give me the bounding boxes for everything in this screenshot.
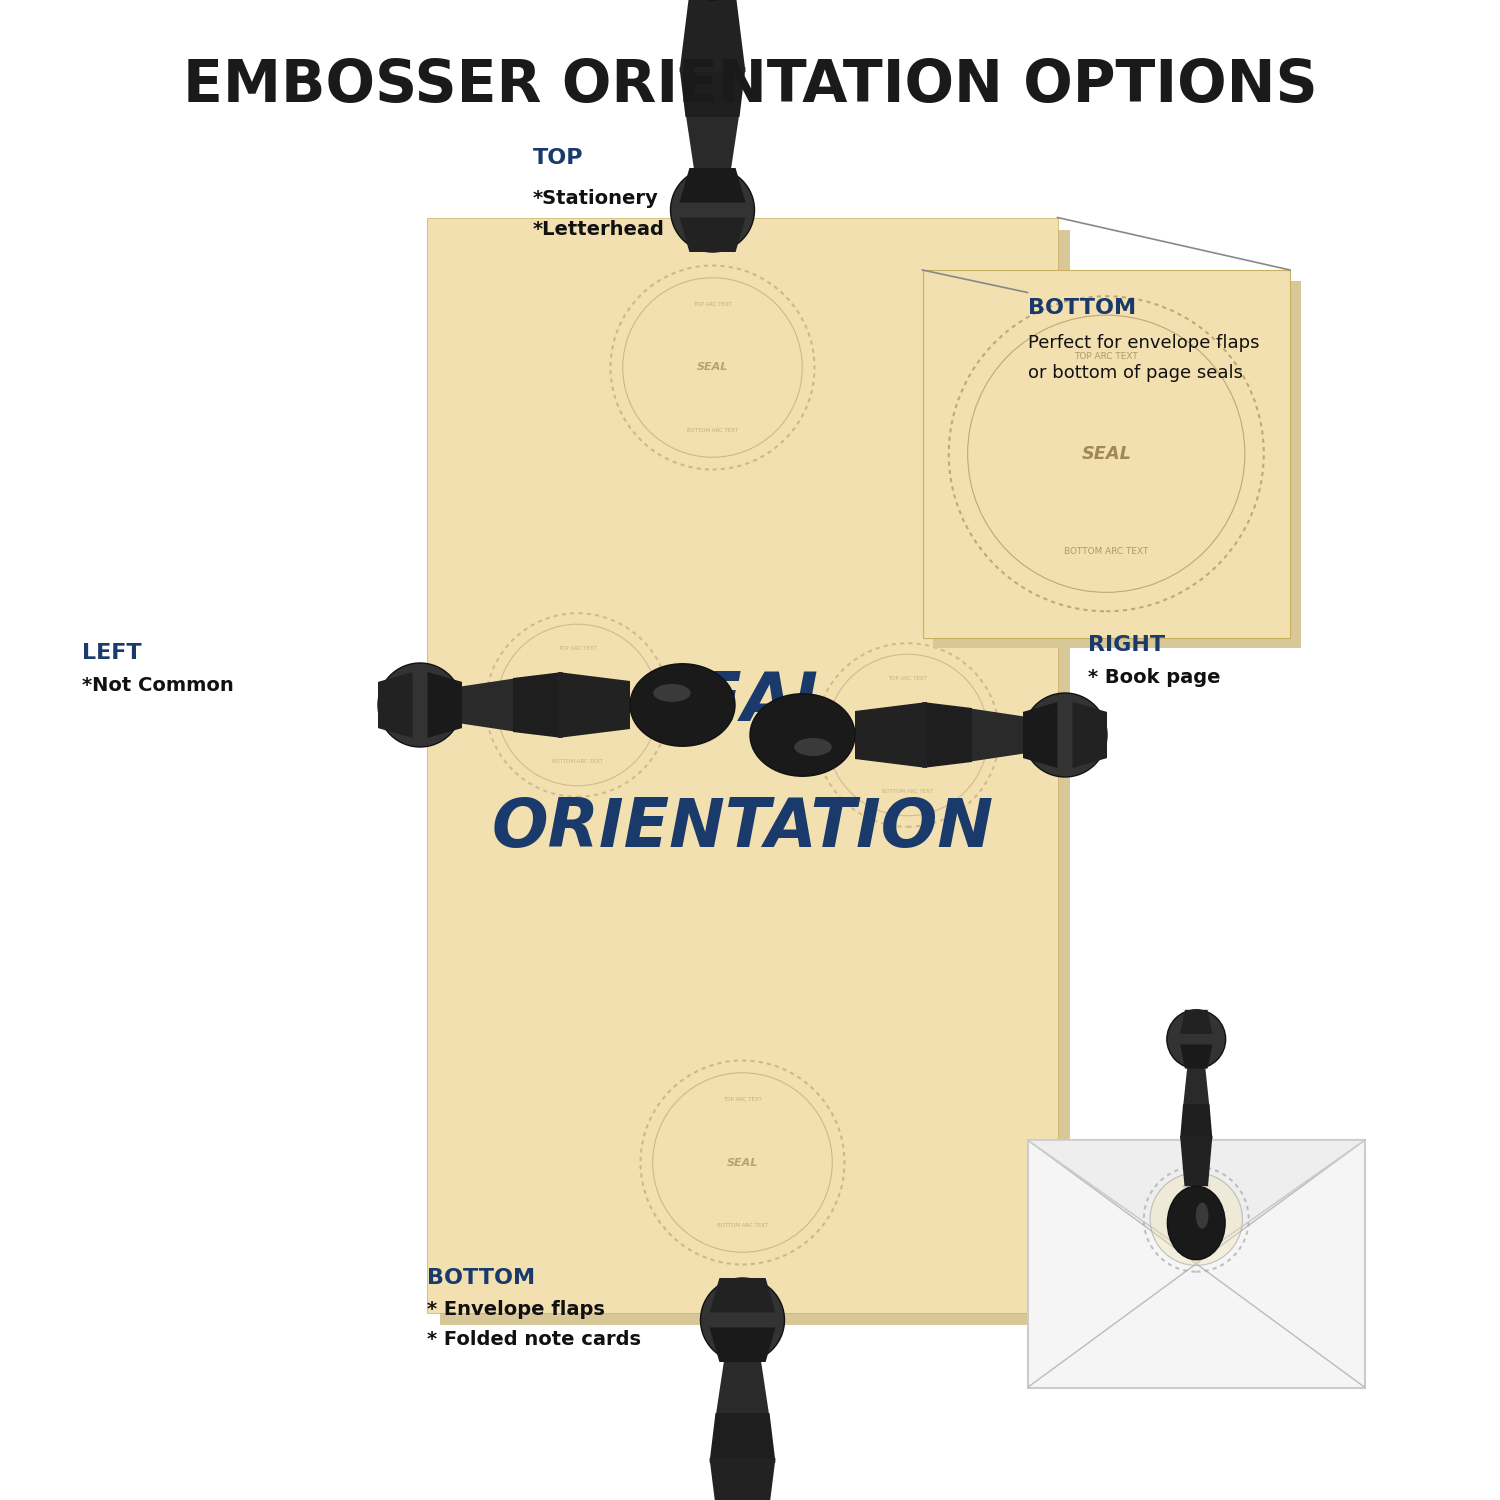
Text: BOTTOM ARC TEXT: BOTTOM ARC TEXT (882, 789, 933, 795)
Polygon shape (710, 1278, 776, 1312)
Text: BOTTOM: BOTTOM (1028, 297, 1136, 318)
Polygon shape (1180, 1136, 1212, 1186)
Text: SEAL: SEAL (728, 1158, 758, 1167)
Text: *Letterhead: *Letterhead (532, 220, 664, 238)
Text: BOTTOM ARC TEXT: BOTTOM ARC TEXT (1178, 1250, 1215, 1254)
Circle shape (378, 663, 462, 747)
Text: TOP ARC TEXT: TOP ARC TEXT (1074, 351, 1138, 360)
Text: BOTTOM ARC TEXT: BOTTOM ARC TEXT (687, 427, 738, 433)
Polygon shape (558, 672, 630, 738)
Polygon shape (855, 702, 927, 768)
Ellipse shape (750, 693, 855, 777)
Polygon shape (1023, 702, 1058, 768)
Polygon shape (1184, 1065, 1209, 1107)
Text: TOP ARC TEXT: TOP ARC TEXT (558, 645, 597, 651)
Text: TOP ARC TEXT: TOP ARC TEXT (723, 1096, 762, 1102)
Circle shape (496, 624, 658, 786)
Circle shape (1167, 1010, 1226, 1068)
Polygon shape (686, 112, 740, 172)
Text: *Not Common: *Not Common (82, 676, 234, 694)
Text: BOTTOM: BOTTOM (427, 1268, 536, 1288)
Ellipse shape (652, 684, 690, 702)
Ellipse shape (630, 663, 735, 747)
Bar (427, 217, 1058, 1312)
Text: * Envelope flaps: * Envelope flaps (427, 1300, 606, 1318)
Circle shape (700, 1278, 784, 1362)
Text: TOP ARC TEXT: TOP ARC TEXT (888, 675, 927, 681)
Polygon shape (513, 672, 562, 738)
Text: SEAL: SEAL (1082, 444, 1131, 462)
Ellipse shape (1167, 1186, 1226, 1260)
Polygon shape (1072, 702, 1107, 768)
Polygon shape (716, 1358, 770, 1418)
Text: TOP ARC TEXT: TOP ARC TEXT (1182, 1185, 1210, 1188)
Text: * Folded note cards: * Folded note cards (427, 1330, 642, 1348)
Bar (933, 280, 1300, 648)
Polygon shape (680, 168, 746, 202)
Polygon shape (680, 0, 746, 72)
Circle shape (622, 278, 803, 458)
Circle shape (968, 315, 1245, 592)
Text: EMBOSSER ORIENTATION OPTIONS: EMBOSSER ORIENTATION OPTIONS (183, 57, 1317, 114)
Text: TOP ARC TEXT: TOP ARC TEXT (693, 302, 732, 307)
Text: Perfect for envelope flaps: Perfect for envelope flaps (1028, 334, 1258, 352)
Text: RIGHT: RIGHT (1088, 634, 1164, 656)
Text: SEAL: SEAL (892, 730, 922, 740)
Text: BOTTOM ARC TEXT: BOTTOM ARC TEXT (1064, 548, 1149, 556)
Text: SEAL: SEAL (648, 669, 837, 735)
Polygon shape (1180, 1044, 1212, 1068)
Bar (922, 270, 1290, 638)
Polygon shape (1028, 1140, 1365, 1258)
Text: BOTTOM ARC TEXT: BOTTOM ARC TEXT (552, 759, 603, 765)
Polygon shape (710, 1458, 776, 1500)
Text: *Stationery: *Stationery (532, 189, 658, 207)
Polygon shape (1180, 1010, 1212, 1034)
Text: SEAL: SEAL (1186, 1216, 1206, 1222)
Text: BOTTOM ARC TEXT: BOTTOM ARC TEXT (717, 1222, 768, 1228)
Text: SEAL: SEAL (562, 700, 592, 709)
Polygon shape (968, 708, 1028, 762)
Text: LEFT: LEFT (82, 642, 142, 663)
Polygon shape (1180, 1104, 1212, 1138)
Circle shape (670, 168, 754, 252)
Polygon shape (680, 68, 746, 117)
Circle shape (1150, 1173, 1242, 1266)
Text: TOP: TOP (532, 147, 584, 168)
Polygon shape (710, 1328, 776, 1362)
Text: SEAL: SEAL (698, 363, 728, 372)
Text: or bottom of page seals: or bottom of page seals (1028, 364, 1242, 382)
Polygon shape (427, 672, 462, 738)
Polygon shape (378, 672, 412, 738)
Ellipse shape (1196, 1203, 1209, 1228)
Polygon shape (710, 1413, 776, 1462)
Polygon shape (458, 678, 518, 732)
Polygon shape (922, 702, 972, 768)
Polygon shape (680, 217, 746, 252)
Text: * Book page: * Book page (1088, 669, 1220, 687)
Bar (440, 230, 1070, 1324)
Bar (1028, 1140, 1365, 1388)
Text: ORIENTATION: ORIENTATION (492, 795, 993, 861)
Ellipse shape (794, 738, 831, 756)
Circle shape (827, 654, 989, 816)
Circle shape (1023, 693, 1107, 777)
Circle shape (652, 1072, 833, 1252)
